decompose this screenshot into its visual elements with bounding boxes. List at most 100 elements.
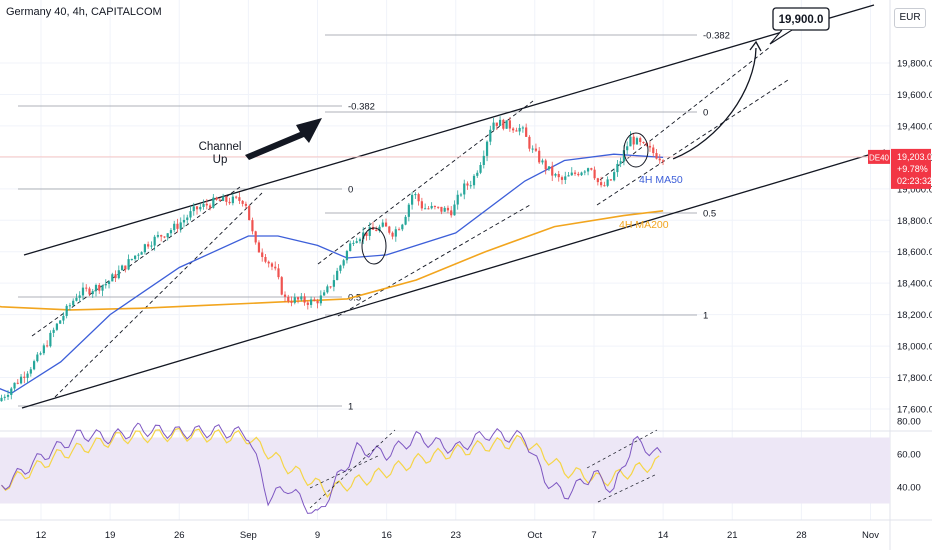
highlight-circle <box>361 227 387 265</box>
candle-body <box>345 251 349 261</box>
candle-body <box>127 259 130 270</box>
candle-body <box>19 376 23 384</box>
fib-level-label: -0.382 <box>703 31 730 42</box>
candle-body <box>62 315 65 321</box>
x-tick-label: 7 <box>591 530 596 541</box>
candle-body <box>75 297 78 301</box>
fib-level-label: -0.382 <box>348 102 375 113</box>
candle-body <box>39 353 42 355</box>
candle-body <box>153 236 156 246</box>
x-tick-label: 26 <box>174 530 185 541</box>
y-tick-label: 17,800.0 <box>897 373 932 384</box>
x-tick-label: 28 <box>796 530 807 541</box>
dashed-channel-line <box>596 79 789 206</box>
rsi-tick-label: 60.00 <box>897 450 921 461</box>
candle-body <box>505 120 508 129</box>
candle-body <box>107 281 111 284</box>
candle-body <box>626 146 629 151</box>
candle-body <box>114 274 117 279</box>
rsi-channel-line <box>597 473 658 503</box>
candle-body <box>397 229 401 231</box>
fib-level-label: 1 <box>348 402 353 413</box>
candle-body <box>394 229 397 237</box>
candle-body <box>336 270 339 281</box>
candle-body <box>228 201 231 204</box>
candle-body <box>270 263 274 267</box>
candle-body <box>120 265 124 271</box>
candle-body <box>248 205 251 221</box>
candle-body <box>586 168 590 172</box>
candle-body <box>600 182 603 186</box>
candle-body <box>303 296 306 303</box>
fib-level-label: 0.5 <box>703 209 716 220</box>
candle-body <box>463 183 466 195</box>
x-tick-label: 21 <box>727 530 738 541</box>
candle-body <box>580 172 583 176</box>
candle-body <box>156 235 160 237</box>
candle-body <box>479 165 482 173</box>
candle-body <box>557 174 560 178</box>
candle-body <box>13 382 16 389</box>
candle-body <box>583 171 586 173</box>
candle-body <box>531 148 534 150</box>
candle-body <box>378 226 381 232</box>
y-tick-label: 18,800.0 <box>897 216 932 227</box>
fib-level-label: 1 <box>703 311 708 322</box>
candle-body <box>91 291 94 295</box>
highlight-circle <box>623 132 649 168</box>
rsi-ma-line <box>1 427 660 498</box>
candle-body <box>215 197 218 200</box>
candle-body <box>88 288 91 295</box>
candle-body <box>52 329 55 333</box>
candle-body <box>639 138 642 142</box>
x-tick-label: 16 <box>381 530 392 541</box>
candle-body <box>306 302 309 305</box>
candle-body <box>424 208 427 210</box>
candle-body <box>104 283 107 286</box>
candle-body <box>166 233 169 238</box>
candle-body <box>49 332 52 347</box>
rsi-channel-line <box>586 429 658 469</box>
candle-body <box>440 206 443 212</box>
candle-body <box>466 183 469 186</box>
candle-body <box>502 119 505 129</box>
candle-body <box>573 172 577 174</box>
candle-body <box>355 241 358 243</box>
candle-body <box>521 127 524 129</box>
candle-body <box>541 160 544 163</box>
candle-body <box>147 244 150 247</box>
candle-body <box>368 226 371 236</box>
candle-body <box>417 194 420 202</box>
candle-body <box>404 216 407 225</box>
candle-body <box>261 252 264 257</box>
candle-body <box>199 206 202 210</box>
currency-selector[interactable]: EUR <box>894 8 926 28</box>
candle-body <box>81 287 85 296</box>
candle-body <box>655 153 658 159</box>
candle-body <box>642 141 645 143</box>
candle-body <box>94 284 98 292</box>
candle-body <box>72 300 75 306</box>
candle-body <box>267 261 270 264</box>
candle-body <box>16 382 19 384</box>
candle-body <box>538 150 541 163</box>
last-price-value: 19,203.0 <box>897 152 932 162</box>
candle-body <box>560 177 564 180</box>
candle-body <box>391 232 394 237</box>
candle-body <box>205 203 208 206</box>
candle-body <box>603 185 606 187</box>
candle-body <box>329 286 332 288</box>
candle-body <box>358 239 362 242</box>
candle-body <box>42 345 45 354</box>
candle-body <box>326 286 329 293</box>
rsi-line <box>1 422 662 514</box>
candle-body <box>195 206 199 210</box>
candle-body <box>437 206 440 208</box>
candle-body <box>512 128 515 131</box>
candle-body <box>212 197 215 208</box>
candle-body <box>36 354 39 362</box>
candle-body <box>29 369 32 374</box>
candle-body <box>495 122 498 126</box>
candle-body <box>375 229 378 232</box>
candle-body <box>59 320 62 324</box>
